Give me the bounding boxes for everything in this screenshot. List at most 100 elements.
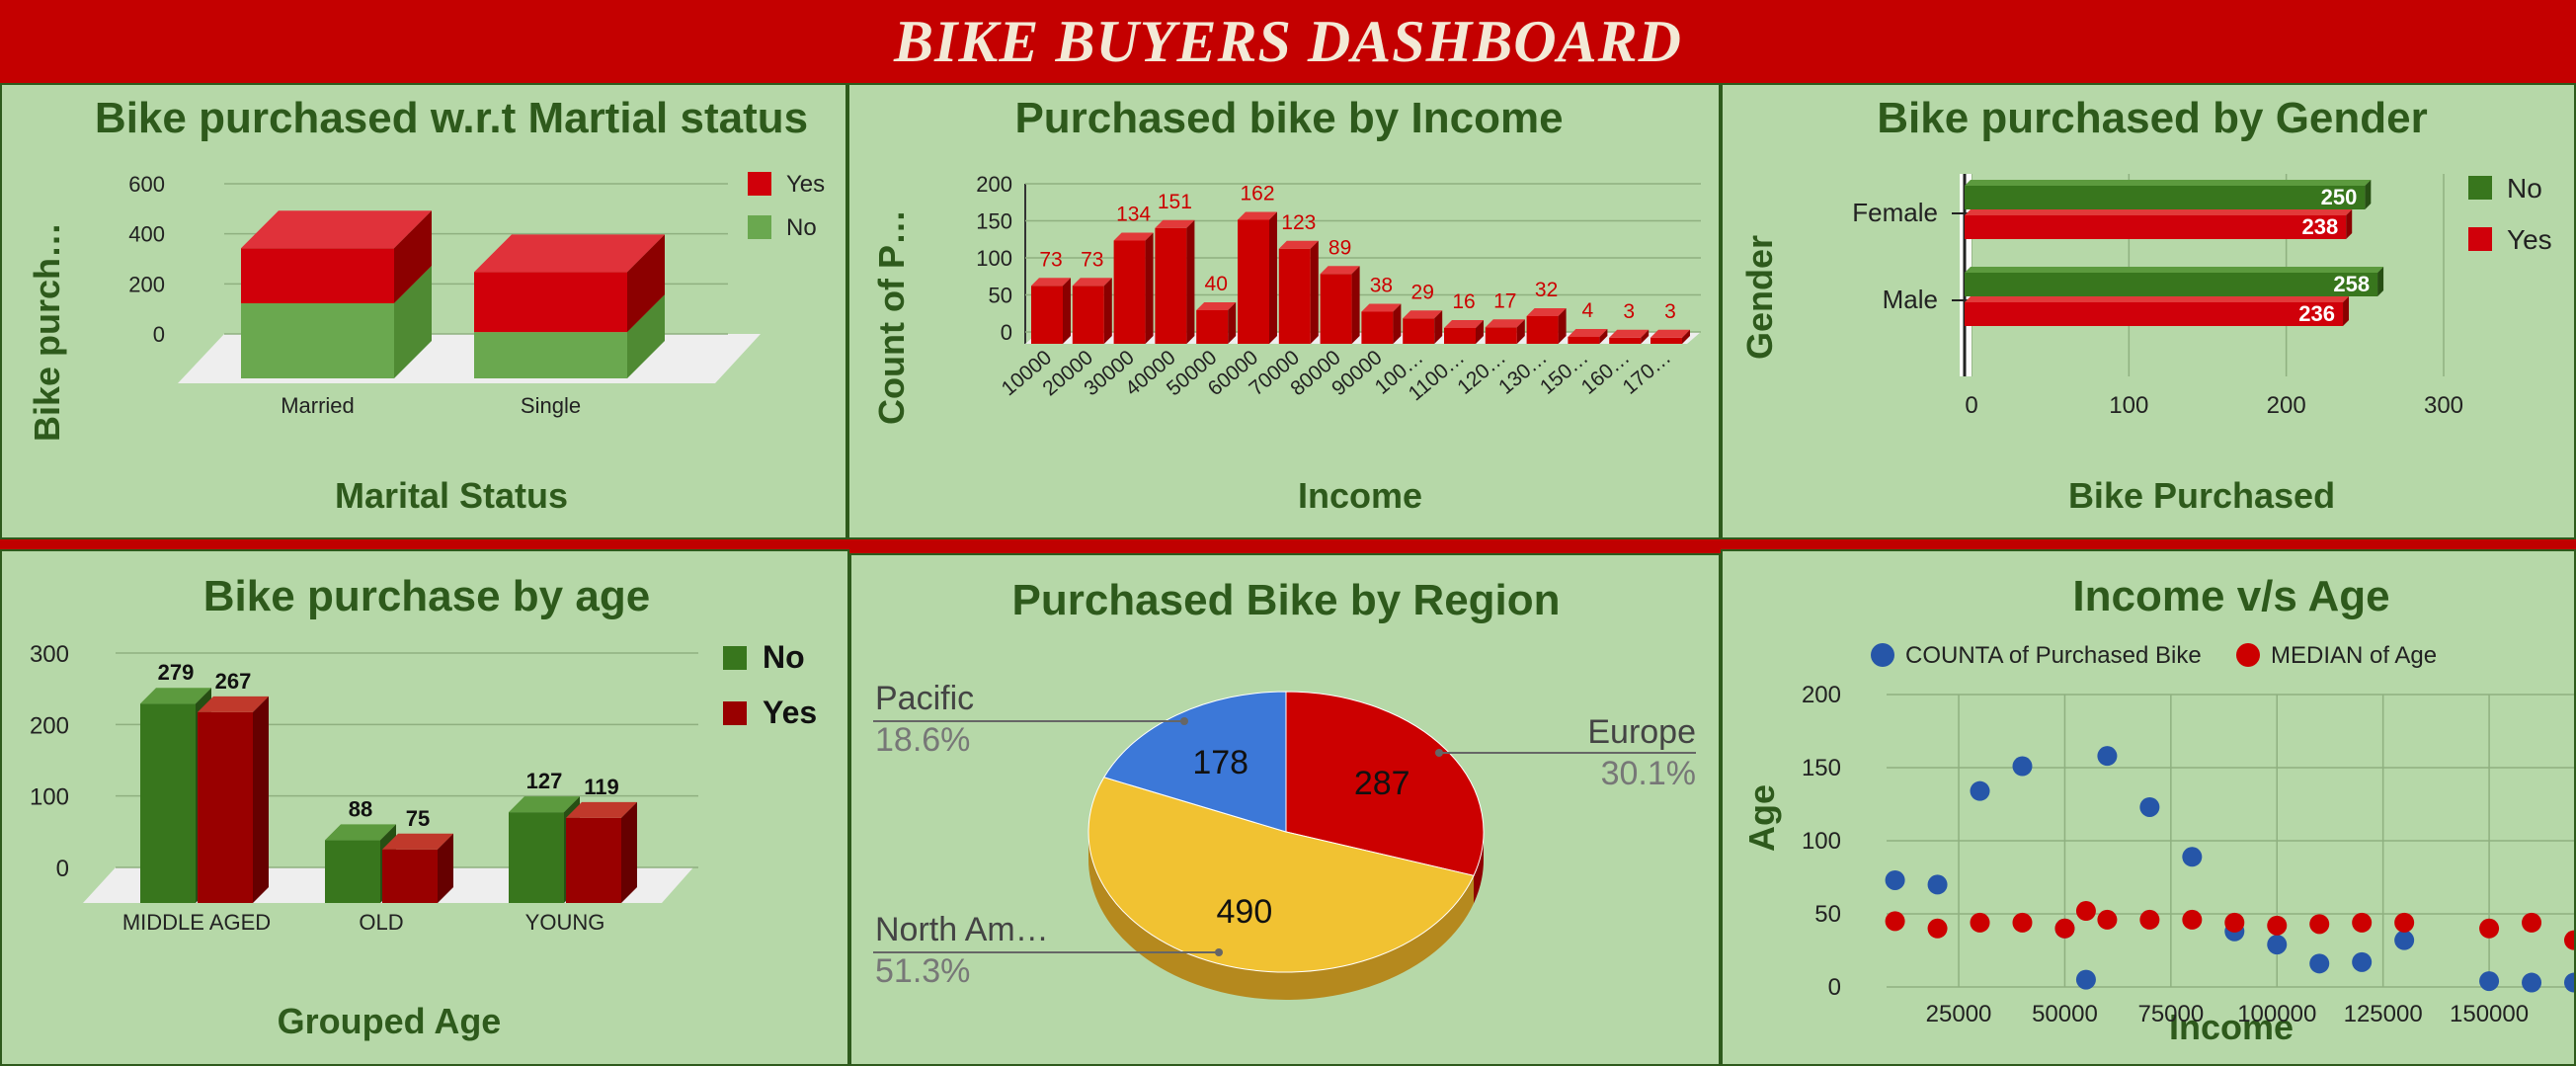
bar-yes-side xyxy=(253,696,269,903)
scatter-point-median xyxy=(2352,912,2373,933)
bar-yes xyxy=(198,711,253,903)
leader-dot xyxy=(1215,948,1223,956)
bar-no-top xyxy=(509,796,580,813)
bar-yes-top xyxy=(566,801,637,818)
x-axis-title: Marital Status xyxy=(335,475,568,516)
y-tick-label: 200 xyxy=(30,712,69,739)
pie-percent: 18.6% xyxy=(875,721,970,759)
data-label: 29 xyxy=(1411,281,1434,303)
scatter-point-median xyxy=(1927,918,1948,939)
bar-yes-side xyxy=(2343,296,2350,326)
income-bar-side xyxy=(1063,278,1071,344)
data-label: 75 xyxy=(406,806,430,831)
income-bar-side xyxy=(1145,232,1154,344)
bar-yes xyxy=(566,817,621,903)
x-tick-label: 150000 xyxy=(2450,1001,2529,1027)
x-tick-label: YOUNG xyxy=(525,910,605,935)
legend-label-yes: Yes xyxy=(763,695,817,730)
income-bar xyxy=(1196,310,1229,344)
scatter-point-median xyxy=(2267,915,2288,936)
legend-swatch-count xyxy=(1871,643,1894,667)
y-tick-label: 0 xyxy=(153,322,165,347)
legend-swatch-yes xyxy=(723,701,747,725)
x-tick-label: 50000 xyxy=(2032,1001,2098,1027)
income-bar-side xyxy=(1682,329,1690,344)
data-label: 17 xyxy=(1493,289,1516,312)
data-label: 123 xyxy=(1281,211,1316,234)
scatter-point-median xyxy=(1970,912,1990,933)
y-tick-label: 100 xyxy=(30,784,69,811)
scatter-point-count xyxy=(2479,971,2500,992)
x-tick-label: MIDDLE AGED xyxy=(122,910,271,935)
income-bar-top xyxy=(1155,219,1195,228)
income-bar-side xyxy=(1558,308,1567,344)
y-tick-label: Female xyxy=(1852,198,1938,227)
dashboard-header: BIKE BUYERS DASHBOARD xyxy=(0,0,2576,86)
bar-no xyxy=(474,332,627,378)
legend-label-median: MEDIAN of Age xyxy=(2271,642,2437,669)
income-bar xyxy=(1526,316,1559,344)
data-label: 73 xyxy=(1039,248,1062,271)
bar-yes-side xyxy=(627,234,665,333)
data-label: 236 xyxy=(2298,301,2335,326)
data-label: 3 xyxy=(1664,300,1676,323)
income-bar xyxy=(1155,227,1187,344)
pie-label: North Am… xyxy=(875,911,1049,948)
bar-yes-top xyxy=(241,210,432,249)
y-tick-label: 50 xyxy=(989,284,1012,308)
scatter-point-median xyxy=(2054,918,2075,939)
income-bar-top xyxy=(1568,329,1608,337)
income-age-scatter-chart: Income v/s Age Age Income 0 50 100 150 200 25000… xyxy=(1741,572,2574,1047)
bar-yes-top xyxy=(1965,296,2350,302)
scatter-point-median xyxy=(2394,912,2415,933)
y-tick-label: 200 xyxy=(1802,682,1841,708)
data-label: 16 xyxy=(1452,290,1475,313)
region-chart-panel: Purchased Bike by Region 287 490 178 Europe 3… xyxy=(849,553,1721,1066)
income-bar xyxy=(1444,328,1476,344)
income-bar-top xyxy=(1072,278,1112,287)
income-bar xyxy=(1361,311,1394,344)
pie-value-label: 178 xyxy=(1192,744,1248,781)
x-axis-title: Income xyxy=(2169,1007,2294,1047)
income-bar xyxy=(1568,337,1600,344)
income-bar-side xyxy=(1103,278,1112,344)
y-tick-label: 100 xyxy=(1802,828,1841,855)
x-tick-label: 100000 xyxy=(2237,1001,2316,1027)
scatter-point-median xyxy=(2012,912,2033,933)
data-label: 3 xyxy=(1623,300,1635,323)
x-axis-title: Income xyxy=(1298,475,1422,516)
legend-swatch-no xyxy=(2468,176,2492,200)
pie-label: Pacific xyxy=(875,680,974,717)
data-label: 258 xyxy=(2333,272,2370,296)
y-tick-label: 0 xyxy=(56,856,69,882)
bar-no xyxy=(241,303,394,378)
income-bar-top xyxy=(1320,266,1360,275)
marital-status-chart-panel: Bike purchased w.r.t Martial status Bike … xyxy=(0,83,847,539)
scatter-point-median xyxy=(2224,912,2245,933)
income-bar-top xyxy=(1485,319,1525,328)
legend-label-no: No xyxy=(786,214,817,241)
chart-title: Income v/s Age xyxy=(2072,572,2389,620)
y-tick-label: Male xyxy=(1883,285,1938,314)
data-label: 73 xyxy=(1081,248,1103,271)
marital-status-chart: Bike purchased w.r.t Martial status Bike … xyxy=(27,94,825,516)
leader-dot xyxy=(1180,717,1188,725)
bar-no xyxy=(1965,273,2378,296)
income-bar xyxy=(1320,274,1352,344)
bar-yes-top xyxy=(382,833,453,850)
x-tick-label: OLD xyxy=(359,910,403,935)
income-bar-top xyxy=(1650,329,1690,338)
legend-swatch-median xyxy=(2236,643,2260,667)
x-tick-label: 75000 xyxy=(2137,1001,2204,1027)
income-bar-side xyxy=(1641,329,1650,344)
scatter-point-median xyxy=(2522,912,2542,933)
bar-yes-top xyxy=(1965,209,2353,215)
x-tick-label: Married xyxy=(281,393,355,418)
scatter-point-count xyxy=(1927,874,1948,895)
income-bar xyxy=(1031,286,1063,344)
x-tick-label: 0 xyxy=(1965,392,1977,419)
scatter-point-count xyxy=(1885,869,1905,890)
bar-no-top xyxy=(1965,267,2384,273)
pie-value-label: 490 xyxy=(1217,893,1273,931)
y-tick-label: 300 xyxy=(30,641,69,668)
